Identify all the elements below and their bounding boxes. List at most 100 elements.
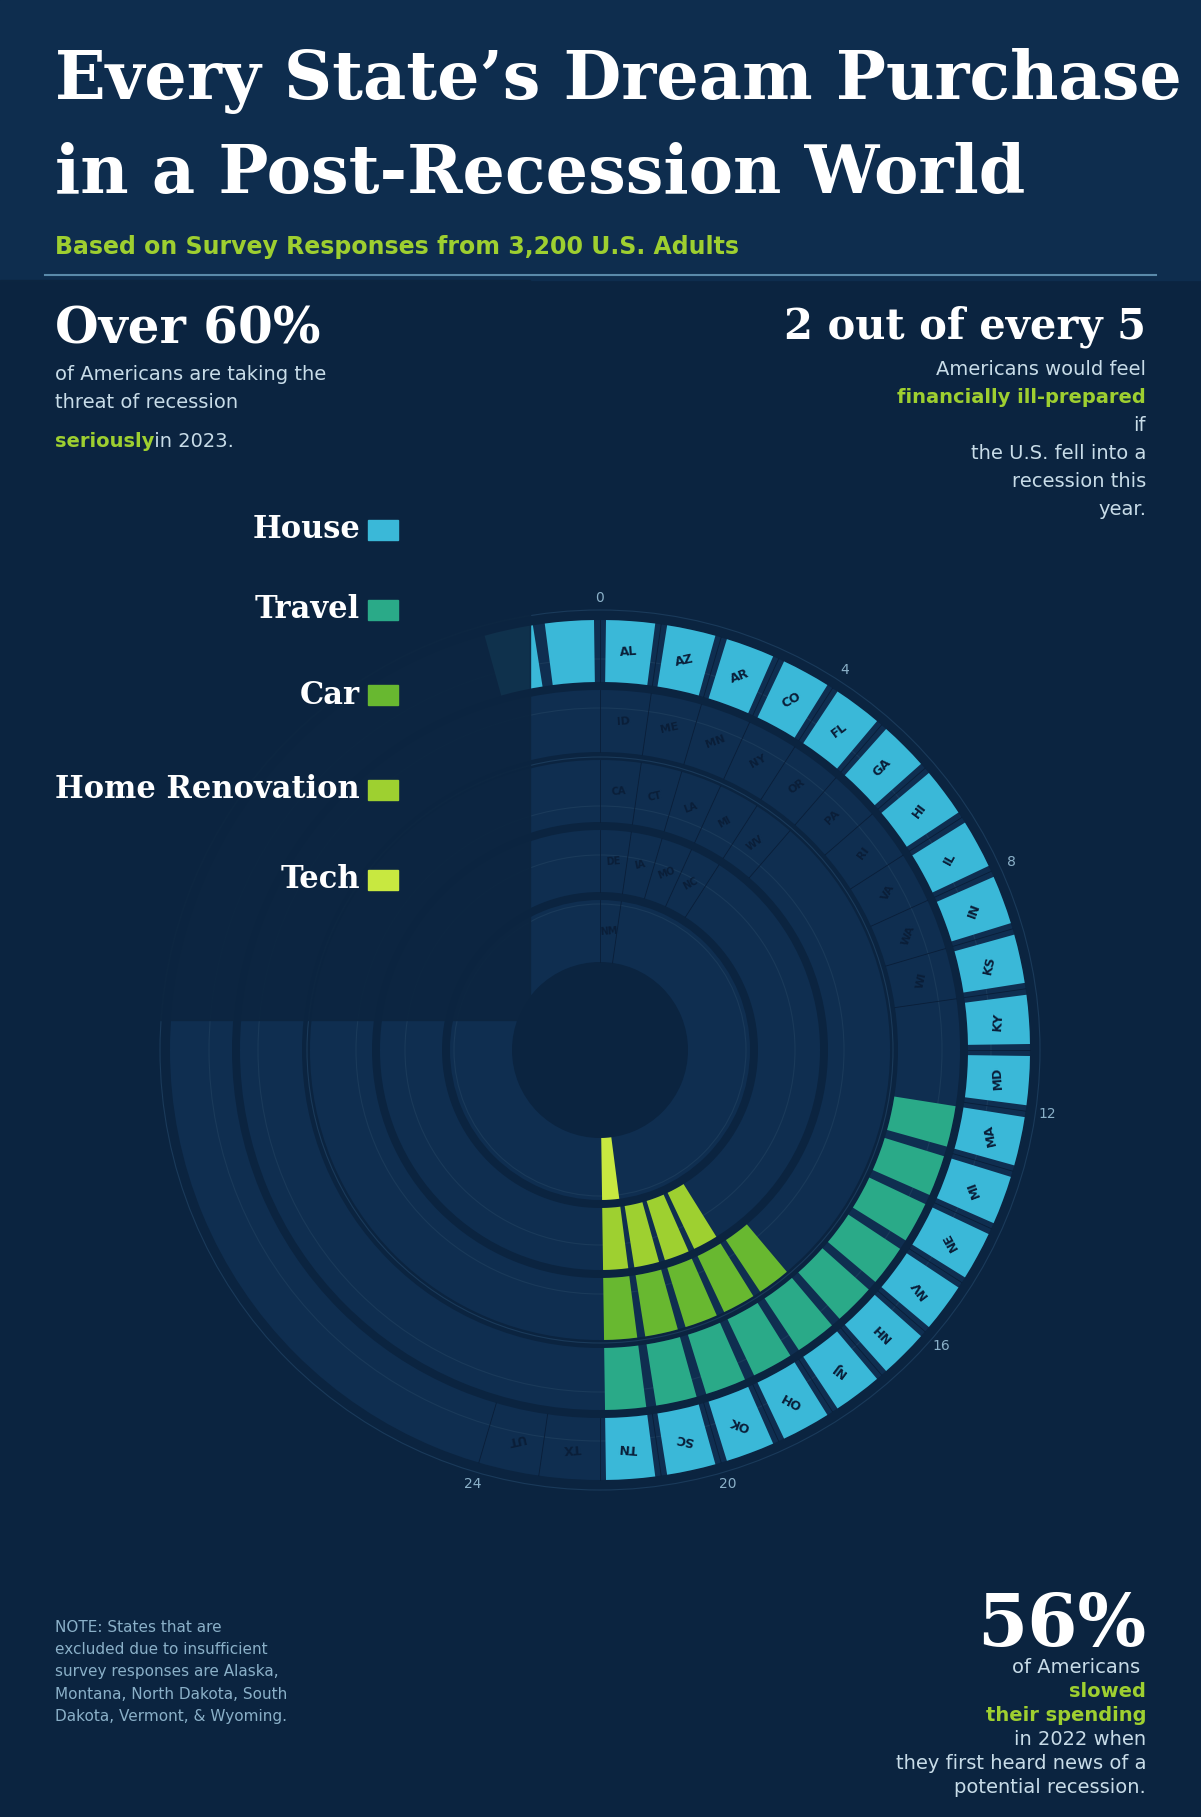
Wedge shape <box>450 899 749 1199</box>
Text: NJ: NJ <box>829 1359 849 1379</box>
Text: Every State’s Dream Purchase: Every State’s Dream Purchase <box>55 47 1182 114</box>
Text: NC: NC <box>681 876 700 892</box>
Wedge shape <box>937 1159 1011 1223</box>
Wedge shape <box>758 661 827 738</box>
Text: 2 out of every 5: 2 out of every 5 <box>784 305 1146 347</box>
Text: ID: ID <box>616 716 631 727</box>
Text: MO: MO <box>656 865 676 881</box>
Wedge shape <box>709 1386 773 1461</box>
Text: recession this: recession this <box>1011 472 1146 491</box>
Bar <box>0 280 530 1019</box>
Wedge shape <box>657 1405 716 1475</box>
Text: 24: 24 <box>464 1477 482 1490</box>
Wedge shape <box>602 1206 628 1270</box>
Wedge shape <box>964 994 1030 1045</box>
Wedge shape <box>605 1415 656 1481</box>
Text: 56%: 56% <box>976 1590 1146 1661</box>
Wedge shape <box>844 729 921 805</box>
Text: CO: CO <box>779 689 803 710</box>
Wedge shape <box>668 1259 717 1326</box>
Text: IA: IA <box>634 859 646 872</box>
Text: LA: LA <box>682 799 699 814</box>
Text: WI: WI <box>915 970 928 988</box>
Text: IN: IN <box>966 901 982 919</box>
Wedge shape <box>380 830 820 1270</box>
Text: TN: TN <box>619 1441 639 1455</box>
Wedge shape <box>803 692 877 769</box>
Wedge shape <box>964 1056 1030 1105</box>
Wedge shape <box>602 1137 620 1199</box>
Text: Home Renovation: Home Renovation <box>55 774 360 805</box>
Text: KS: KS <box>981 954 998 976</box>
Text: 4: 4 <box>839 663 849 676</box>
Text: RI: RI <box>855 845 871 861</box>
Text: NM: NM <box>599 925 617 938</box>
Text: KY: KY <box>991 1012 1005 1032</box>
Text: MI: MI <box>716 816 733 830</box>
Wedge shape <box>725 1225 787 1292</box>
Text: Tech: Tech <box>280 865 360 896</box>
Bar <box>368 520 398 540</box>
Bar <box>368 685 398 705</box>
Text: MA: MA <box>981 1123 998 1147</box>
Text: NY: NY <box>748 752 767 770</box>
Wedge shape <box>625 1203 659 1266</box>
Text: DE: DE <box>605 856 621 867</box>
Text: 8: 8 <box>1006 856 1016 869</box>
Text: VA: VA <box>880 883 897 901</box>
Text: they first heard news of a: they first heard news of a <box>896 1753 1146 1773</box>
Text: CA: CA <box>611 787 626 798</box>
Wedge shape <box>882 772 958 847</box>
Bar <box>368 600 398 620</box>
Text: WV: WV <box>745 834 765 852</box>
Text: IL: IL <box>942 850 958 867</box>
Wedge shape <box>635 1270 677 1337</box>
Text: of Americans are taking the
threat of recession: of Americans are taking the threat of re… <box>55 365 327 412</box>
Text: NE: NE <box>940 1230 961 1252</box>
Wedge shape <box>657 625 716 696</box>
Wedge shape <box>882 1254 958 1326</box>
Text: Over 60%: Over 60% <box>55 305 321 354</box>
Text: 20: 20 <box>718 1477 736 1490</box>
Text: Based on Survey Responses from 3,200 U.S. Adults: Based on Survey Responses from 3,200 U.S… <box>55 234 739 260</box>
Text: NOTE: States that are
excluded due to insufficient
survey responses are Alaska,
: NOTE: States that are excluded due to in… <box>55 1621 287 1724</box>
Text: NV: NV <box>908 1277 931 1301</box>
Wedge shape <box>171 620 1030 1481</box>
Text: Americans would feel: Americans would feel <box>936 360 1146 380</box>
Text: OK: OK <box>728 1414 751 1434</box>
Text: AR: AR <box>728 667 751 685</box>
Wedge shape <box>913 1208 988 1277</box>
Text: House: House <box>252 514 360 545</box>
Wedge shape <box>758 1363 827 1439</box>
Text: CT: CT <box>647 790 663 803</box>
Text: FL: FL <box>829 720 849 741</box>
Wedge shape <box>604 1346 646 1410</box>
Text: financially ill-prepared: financially ill-prepared <box>897 389 1146 407</box>
Text: in a Post-Recession World: in a Post-Recession World <box>55 142 1026 207</box>
Wedge shape <box>646 1194 688 1261</box>
Wedge shape <box>937 878 1011 941</box>
Bar <box>0 0 1201 280</box>
Text: ME: ME <box>659 721 680 736</box>
Wedge shape <box>668 1185 716 1248</box>
Text: if: if <box>1134 416 1146 434</box>
Text: TX: TX <box>562 1441 581 1455</box>
Wedge shape <box>803 1332 877 1408</box>
Text: of Americans: of Americans <box>1011 1657 1146 1677</box>
Wedge shape <box>698 1243 753 1312</box>
Wedge shape <box>888 1096 956 1147</box>
Text: potential recession.: potential recession. <box>955 1779 1146 1797</box>
Wedge shape <box>709 640 773 712</box>
Wedge shape <box>310 760 890 1339</box>
Text: PA: PA <box>824 809 842 827</box>
Text: the U.S. fell into a: the U.S. fell into a <box>970 443 1146 463</box>
Wedge shape <box>844 1296 921 1372</box>
Text: AZ: AZ <box>674 652 695 669</box>
Text: in 2023.: in 2023. <box>148 432 234 451</box>
Wedge shape <box>765 1277 832 1350</box>
Text: OH: OH <box>779 1390 803 1412</box>
Text: MD: MD <box>991 1067 1005 1090</box>
Wedge shape <box>853 1177 925 1241</box>
Text: SC: SC <box>675 1432 695 1448</box>
Text: OR: OR <box>787 778 807 796</box>
